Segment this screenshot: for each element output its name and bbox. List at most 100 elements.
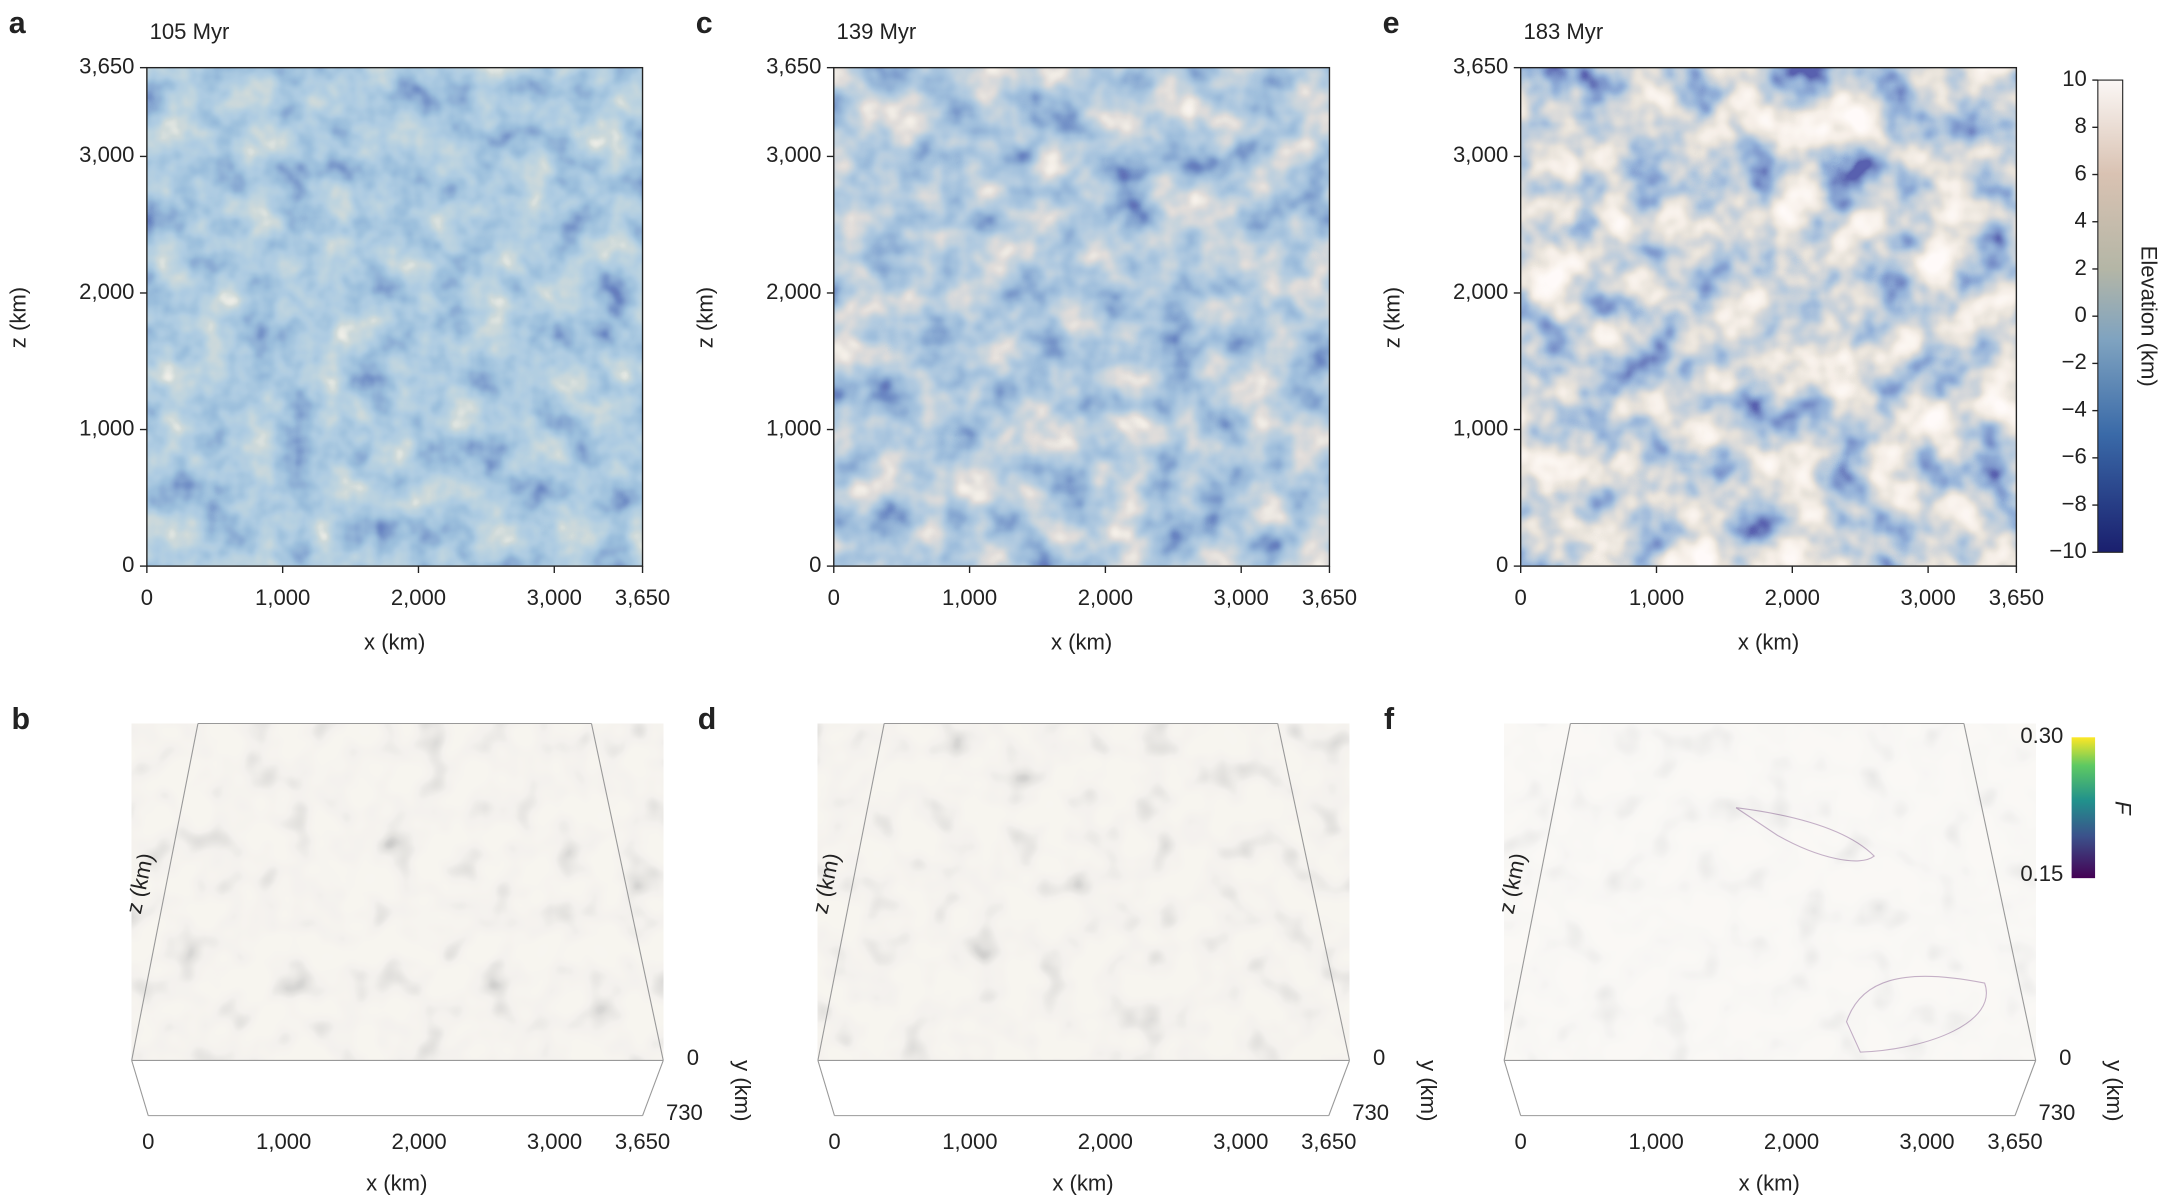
colorbar-tick-label: 4: [2075, 208, 2087, 233]
colorbar-tick-label: −6: [2062, 444, 2087, 469]
plot-frame: [146, 66, 644, 567]
y-tick-label: 0: [1373, 1045, 1385, 1070]
z-tick-label: 1,000: [1453, 415, 1508, 440]
x-axis-label: x (km): [1052, 1170, 1113, 1195]
z-axis-label: z (km): [693, 287, 718, 348]
z-axis-label: z (km): [1494, 851, 1531, 916]
box-edge: [817, 723, 885, 1061]
surface: [131, 723, 664, 1061]
y-axis-label: y (km): [730, 1060, 755, 1121]
x-tick-label: 2,000: [1078, 1129, 1133, 1154]
panel-title: 105 Myr: [150, 19, 230, 44]
colorbar-label: F: [2110, 801, 2135, 816]
box-edge: [1503, 1060, 1522, 1116]
surface: [817, 723, 1350, 1061]
plot-frame: [833, 66, 1331, 567]
x-tick-label: 2,000: [1765, 585, 1820, 610]
plot-frame: [1520, 66, 2018, 567]
x-tick-label: 2,000: [391, 1129, 446, 1154]
box-edge: [2014, 1060, 2037, 1116]
x-tick-label: 0: [828, 1129, 840, 1154]
box-edge: [1328, 1060, 1350, 1116]
y-axis-label: y (km): [1416, 1060, 1441, 1121]
y-tick-label: 0: [2059, 1045, 2071, 1070]
x-tick-label: 3,650: [1987, 1129, 2042, 1154]
colorbar: [2097, 79, 2124, 553]
x-tick-label: 0: [1515, 585, 1527, 610]
z-axis-label: z (km): [6, 287, 31, 348]
box-edge: [642, 1060, 664, 1116]
panel-letter: c: [696, 7, 713, 40]
z-tick-label: 2,000: [79, 279, 134, 304]
colorbar-tick-label: −4: [2062, 396, 2087, 421]
z-tick-label: 3,650: [79, 53, 134, 78]
panel-letter: b: [12, 703, 31, 736]
z-tick-label: 2,000: [1453, 279, 1508, 304]
x-tick-label: 1,000: [256, 1129, 311, 1154]
colorbar-tick-label: −10: [2049, 538, 2086, 563]
colorbar: [2071, 737, 2096, 879]
z-tick-label: 3,650: [766, 53, 821, 78]
panel-title: 183 Myr: [1523, 19, 1603, 44]
panel-title: 139 Myr: [837, 19, 917, 44]
x-tick-label: 2,000: [391, 585, 446, 610]
x-tick-label: 0: [828, 585, 840, 610]
box-edge: [1277, 723, 1351, 1061]
x-tick-label: 1,000: [255, 585, 310, 610]
panel-letter: a: [9, 7, 27, 40]
box-edge: [590, 723, 664, 1061]
y-tick-label: 0: [687, 1045, 699, 1070]
x-axis-label: x (km): [364, 629, 425, 654]
x-tick-label: 3,000: [1899, 1129, 1954, 1154]
x-axis-label: x (km): [366, 1170, 427, 1195]
z-axis-label: z (km): [807, 851, 844, 916]
elevation-map: [146, 67, 643, 567]
z-tick-label: 1,000: [79, 415, 134, 440]
colorbar-tick-label: −8: [2062, 491, 2087, 516]
x-tick-label: 1,000: [942, 585, 997, 610]
panel-letter: f: [1384, 703, 1395, 736]
x-tick-label: 3,000: [1214, 585, 1269, 610]
y-tick-label: 730: [2038, 1100, 2075, 1125]
x-tick-label: 2,000: [1764, 1129, 1819, 1154]
colorbar-tick-label: 2: [2075, 255, 2087, 280]
elevation-map: [1520, 67, 2017, 567]
x-tick-label: 1,000: [942, 1129, 997, 1154]
y-tick-label: 730: [666, 1100, 703, 1125]
z-tick-label: 1,000: [766, 415, 821, 440]
z-tick-label: 3,650: [1453, 53, 1508, 78]
z-tick-label: 0: [1496, 552, 1508, 577]
x-tick-label: 1,000: [1629, 585, 1684, 610]
z-tick-label: 3,000: [1453, 142, 1508, 167]
x-tick-label: 0: [1515, 1129, 1527, 1154]
x-tick-label: 1,000: [1628, 1129, 1683, 1154]
x-tick-label: 0: [141, 585, 153, 610]
x-tick-label: 3,650: [1301, 1129, 1356, 1154]
colorbar-tick-label: −2: [2062, 349, 2087, 374]
surface: [1504, 723, 2036, 1061]
box-edge: [1963, 723, 2037, 1061]
z-tick-label: 0: [809, 552, 821, 577]
colorbar-tick-label: 0.15: [2020, 861, 2063, 886]
box-edge: [1503, 723, 1571, 1061]
x-tick-label: 3,650: [615, 1129, 670, 1154]
x-axis-label: x (km): [1738, 629, 1799, 654]
y-axis-label: y (km): [2102, 1060, 2127, 1121]
z-tick-label: 0: [122, 552, 134, 577]
z-tick-label: 3,000: [766, 142, 821, 167]
colorbar-tick-label: 0: [2075, 302, 2087, 327]
x-tick-label: 0: [142, 1129, 154, 1154]
colorbar-tick-label: 0.30: [2020, 723, 2063, 748]
x-tick-label: 3,650: [1302, 585, 1357, 610]
box-edge: [131, 1060, 149, 1116]
z-axis-label: z (km): [121, 851, 158, 916]
z-tick-label: 2,000: [766, 279, 821, 304]
colorbar-tick-label: 10: [2062, 66, 2087, 91]
y-tick-label: 730: [1352, 1100, 1389, 1125]
x-axis-label: x (km): [1739, 1170, 1800, 1195]
colorbar-tick-label: 8: [2075, 113, 2087, 138]
box-edge: [131, 723, 199, 1061]
x-axis-label: x (km): [1051, 629, 1112, 654]
panel-letter: d: [698, 703, 717, 736]
x-tick-label: 3,000: [527, 1129, 582, 1154]
